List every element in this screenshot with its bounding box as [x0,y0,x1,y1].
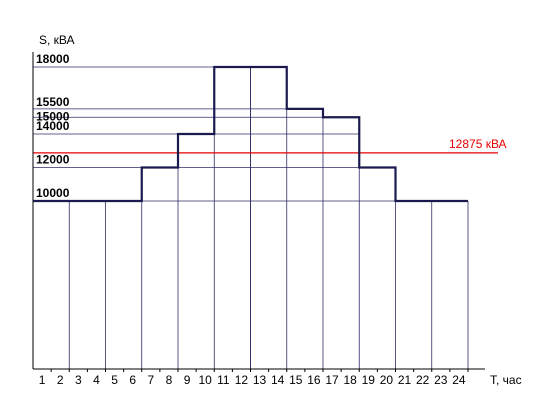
x-tick-label-20: 20 [380,373,394,387]
x-tick-label-14: 14 [271,373,285,387]
x-tick-label-19: 19 [362,373,376,387]
x-tick-label-6: 6 [129,373,136,387]
average-load-label: 12875 кВА [449,137,507,151]
x-tick-label-5: 5 [111,373,118,387]
y-level-label-10000: 10000 [36,186,70,200]
x-tick-labels: 1 2 3 4 5 6 7 8 9 10 11 12 13 14 15 16 17 18 19 20 21 22 23 24 [39,369,469,387]
x-tick-label-13: 13 [253,373,267,387]
y-level-label-15500: 15500 [36,95,70,109]
x-tick-label-11: 11 [217,373,230,387]
y-level-label-12000: 12000 [36,153,70,167]
x-tick-label-18: 18 [344,373,358,387]
load-series [33,65,468,203]
x-tick-label-15: 15 [289,373,303,387]
x-tick-label-7: 7 [147,373,154,387]
x-tick-label-1: 1 [39,373,46,387]
x-tick-label-3: 3 [75,373,82,387]
x-tick-label-22: 22 [416,373,430,387]
x-tick-label-8: 8 [166,373,173,387]
y-level-label-15000: 15000 [36,109,70,123]
x-tick-label-16: 16 [307,373,321,387]
x-tick-label-2: 2 [57,373,64,387]
x-tick-label-12: 12 [235,373,249,387]
x-tick-label-24: 24 [452,373,466,387]
y-level-label-14000: 14000 [36,119,70,133]
x-tick-label-4: 4 [93,373,100,387]
x-tick-label-21: 21 [398,373,412,387]
reference-line-group: 12875 кВА [33,137,507,154]
y-axis-label: S, кВА [39,33,75,47]
x-tick-label-23: 23 [434,373,448,387]
x-axis-label: Т, час [490,373,522,387]
x-tick-label-17: 17 [325,373,339,387]
grid-lines [33,66,469,369]
x-tick-label-9: 9 [184,373,191,387]
load-step-curve [33,65,468,203]
axes: S, кВА Т, час [32,33,522,387]
x-tick-label-10: 10 [199,373,213,387]
y-level-label-18000: 18000 [36,52,70,66]
